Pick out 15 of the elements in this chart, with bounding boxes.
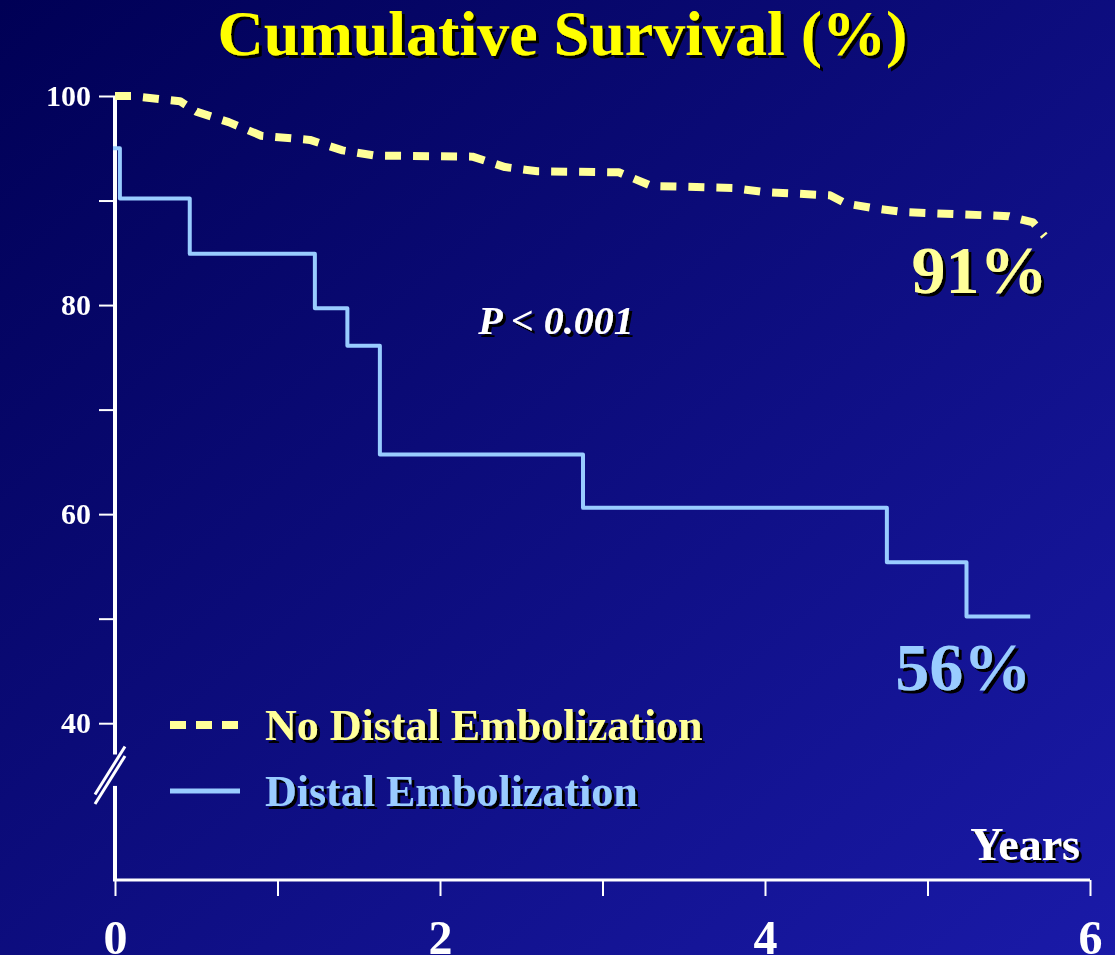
legend-label: Distal Embolization: [265, 767, 638, 816]
annotation: 56%: [895, 629, 1032, 706]
legend-label: No Distal Embolization: [265, 701, 703, 750]
x-axis-title: Years: [970, 819, 1080, 870]
y-tick-label: 40: [61, 706, 91, 740]
x-tick-label: 6: [1078, 911, 1103, 955]
x-tick-label: 0: [103, 911, 128, 955]
annotation: 91%: [911, 231, 1048, 308]
x-tick-label: 4: [753, 911, 778, 955]
y-tick-label: 60: [61, 497, 91, 531]
y-tick-label: 80: [61, 288, 91, 322]
annotation: P < 0.001: [477, 298, 634, 344]
chart-title: Cumulative Survival (%): [217, 0, 908, 69]
y-tick-label: 100: [46, 79, 91, 113]
x-tick-label: 2: [428, 911, 453, 955]
